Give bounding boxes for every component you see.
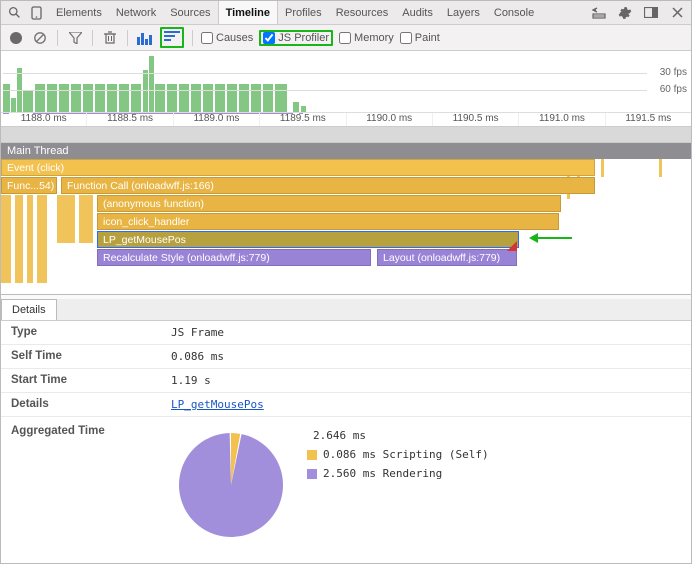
details-tab[interactable]: Details [1,299,57,320]
jsprofiler-checkbox[interactable]: JS Profiler [263,32,329,44]
legend-item: 0.086 ms Scripting (Self) [307,448,489,461]
details-tabbar: Details [1,299,691,321]
search-icon[interactable] [5,4,23,22]
flame-bar[interactable]: Layout (onloadwff.js:779) [377,249,517,266]
close-icon[interactable] [668,4,686,22]
flame-bar[interactable]: Event (click) [1,159,595,176]
details-row: Start Time1.19 s [1,369,691,393]
record-button[interactable] [7,29,25,47]
filter-icon[interactable] [66,29,84,47]
tab-network[interactable]: Network [109,1,163,24]
flamechart-pane: Main Thread Event (click)Func...54)Funct… [1,143,691,295]
flame-bar[interactable]: Recalculate Style (onloadwff.js:779) [97,249,371,266]
drawer-icon[interactable] [590,4,608,22]
overview-ruler: 1188.0 ms1188.5 ms1189.0 ms1189.5 ms1190… [1,112,691,126]
paint-checkbox[interactable]: Paint [400,32,440,44]
memory-checkbox[interactable]: Memory [339,32,394,44]
garbage-icon[interactable] [101,29,119,47]
flame-bar[interactable]: icon_click_handler [97,213,559,230]
details-row: TypeJS Frame [1,321,691,345]
jsprofiler-label: JS Profiler [278,32,329,44]
tab-sources[interactable]: Sources [163,1,217,24]
causes-checkbox[interactable]: Causes [201,32,253,44]
aggregated-time-label: Aggregated Time [11,425,171,545]
devtools-tabbar: ElementsNetworkSourcesTimelineProfilesRe… [1,1,691,25]
tab-elements[interactable]: Elements [49,1,109,24]
tab-layers[interactable]: Layers [440,1,487,24]
tab-timeline[interactable]: Timeline [218,1,278,24]
memory-label: Memory [354,32,394,44]
main-thread-header: Main Thread [1,143,691,159]
flamechart-view-icon[interactable] [160,27,184,48]
gear-icon[interactable] [616,4,634,22]
aggregated-legend: 2.646 ms0.086 ms Scripting (Self)2.560 m… [307,425,489,480]
flame-bar[interactable]: (anonymous function) [97,195,561,212]
flame-bar[interactable]: Function Call (onloadwff.js:166) [61,177,595,194]
clear-icon[interactable] [31,29,49,47]
legend-item: 2.560 ms Rendering [307,467,489,480]
causes-label: Causes [216,32,253,44]
dock-icon[interactable] [642,4,660,22]
fps-label: 60 fps [660,84,687,95]
tab-console[interactable]: Console [487,1,541,24]
details-row: Self Time0.086 ms [1,345,691,369]
panel-tabs: ElementsNetworkSourcesTimelineProfilesRe… [49,1,541,24]
aggregated-pie [171,425,291,545]
flame-bar[interactable]: Func...54) [1,177,57,194]
details-link[interactable]: LP_getMousePos [171,398,264,411]
paint-label: Paint [415,32,440,44]
minimap[interactable] [1,127,691,143]
timeline-toolbar: Causes JS Profiler Memory Paint [1,25,691,51]
annotation-arrow [529,233,572,243]
tab-resources[interactable]: Resources [329,1,396,24]
tab-profiles[interactable]: Profiles [278,1,329,24]
flamechart[interactable]: Event (click)Func...54)Function Call (on… [1,159,691,295]
frames-view-icon[interactable] [136,29,154,47]
overview-pane[interactable]: 30 fps 60 fps 1188.0 ms1188.5 ms1189.0 ms… [1,51,691,127]
fps-label: 30 fps [660,67,687,78]
details-body: TypeJS FrameSelf Time0.086 msStart Time1… [1,321,691,563]
tab-audits[interactable]: Audits [395,1,440,24]
device-icon[interactable] [27,4,45,22]
flame-bar[interactable]: LP_getMousePos [97,231,519,248]
details-row: DetailsLP_getMousePos [1,393,691,417]
